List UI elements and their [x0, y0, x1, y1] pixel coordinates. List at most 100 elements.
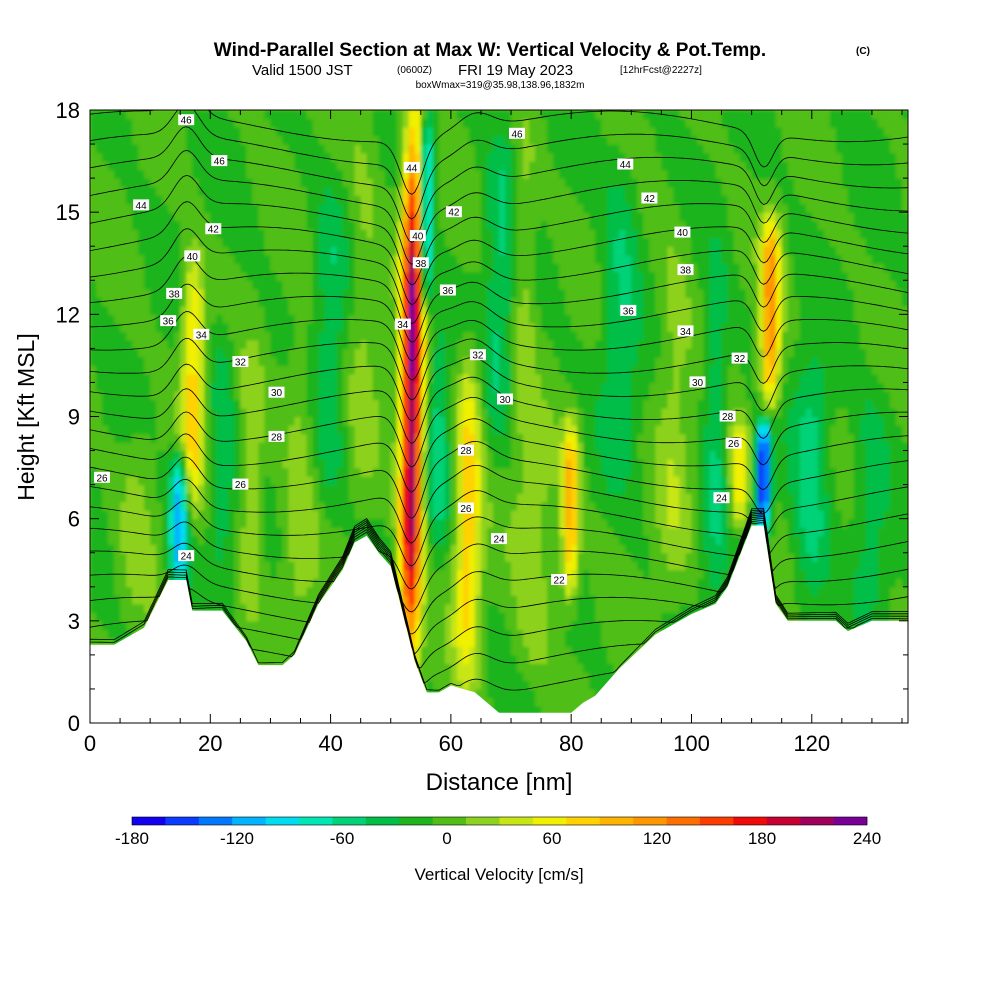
- velocity-cell: [282, 467, 290, 673]
- velocity-cell: [342, 425, 350, 537]
- velocity-cell: [300, 186, 308, 435]
- contour-label: 26: [94, 471, 110, 484]
- velocity-cell: [120, 186, 127, 332]
- velocity-cell: [565, 561, 572, 579]
- velocity-cell: [306, 476, 314, 588]
- velocity-cell: [763, 246, 771, 281]
- velocity-cell: [144, 510, 151, 613]
- velocity-cell: [192, 501, 199, 520]
- velocity-cell: [414, 552, 422, 579]
- velocity-cell: [763, 425, 771, 435]
- velocity-cell: [625, 110, 632, 162]
- velocity-cell: [511, 144, 518, 298]
- velocity-cell: [474, 271, 482, 358]
- velocity-cell: [102, 425, 109, 511]
- velocity-cell: [162, 339, 169, 452]
- contour-label-text: 30: [271, 388, 283, 399]
- velocity-cell: [324, 110, 332, 154]
- velocity-cell: [210, 322, 217, 384]
- chart-title-suffix: (C): [856, 46, 870, 57]
- velocity-cell: [781, 518, 789, 622]
- contour-label-bg: [394, 318, 411, 330]
- velocity-cell: [240, 603, 247, 647]
- velocity-cell: [108, 169, 115, 315]
- contour-label-text: 30: [499, 395, 511, 406]
- velocity-cell: [721, 476, 729, 571]
- velocity-cell: [619, 544, 626, 673]
- velocity-cell: [168, 476, 175, 511]
- velocity-cell: [126, 586, 133, 630]
- velocity-cell: [769, 229, 777, 239]
- velocity-cell: [793, 297, 801, 341]
- velocity-cell: [486, 450, 494, 503]
- velocity-cell: [90, 612, 97, 656]
- velocity-cell: [817, 586, 825, 622]
- velocity-cell: [763, 356, 771, 384]
- contour-label: 26: [232, 478, 249, 491]
- velocity-cell: [354, 518, 362, 545]
- contour-label-text: 28: [460, 446, 472, 457]
- velocity-cell: [408, 127, 416, 145]
- velocity-cell: [288, 425, 296, 562]
- velocity-cell: [691, 263, 699, 605]
- velocity-cell: [811, 356, 819, 418]
- velocity-cell: [523, 288, 530, 647]
- velocity-cell: [450, 612, 458, 647]
- velocity-cell: [444, 603, 452, 665]
- velocity-cell: [703, 552, 711, 613]
- velocity-cell: [186, 271, 193, 315]
- velocity-cell: [559, 178, 566, 290]
- velocity-cell: [378, 518, 386, 562]
- velocity-cell: [228, 254, 235, 341]
- velocity-cell: [643, 399, 650, 537]
- velocity-cell: [553, 425, 560, 486]
- velocity-cell: [444, 110, 452, 247]
- velocity-cell: [775, 110, 783, 128]
- velocity-cell: [306, 110, 314, 120]
- velocity-cell: [222, 356, 229, 537]
- velocity-cell: [474, 382, 482, 418]
- colorbar-tick-label: 240: [853, 829, 881, 848]
- velocity-cell: [420, 127, 428, 145]
- contour-label: 46: [509, 127, 525, 140]
- velocity-cell: [541, 118, 548, 222]
- contour-label: 30: [689, 376, 706, 389]
- velocity-cell: [565, 459, 572, 528]
- velocity-cell: [468, 544, 476, 647]
- velocity-cell: [288, 561, 296, 665]
- velocity-cell: [234, 399, 241, 511]
- velocity-cell: [859, 110, 867, 239]
- velocity-cell: [114, 595, 121, 647]
- velocity-cell: [499, 135, 506, 171]
- velocity-cell: [781, 331, 789, 384]
- velocity-cell: [763, 518, 771, 528]
- velocity-cell: [541, 578, 548, 664]
- velocity-cell: [745, 305, 753, 401]
- velocity-cell: [486, 280, 494, 418]
- velocity-cell: [649, 382, 656, 647]
- velocity-cell: [162, 450, 169, 571]
- velocity-cell: [709, 356, 717, 367]
- velocity-cell: [661, 169, 669, 409]
- velocity-cell: [462, 373, 470, 401]
- velocity-cell: [829, 246, 837, 426]
- velocity-cell: [787, 407, 795, 494]
- velocity-cell: [889, 407, 897, 588]
- contour-label-text: 34: [397, 320, 409, 331]
- velocity-cell: [354, 195, 362, 349]
- velocity-cell: [486, 416, 494, 452]
- velocity-cell: [589, 501, 596, 596]
- velocity-cell: [589, 595, 596, 690]
- velocity-cell: [228, 399, 235, 486]
- velocity-cell: [859, 348, 867, 418]
- velocity-field: [90, 110, 908, 723]
- subtitle-date: FRI 19 May 2023: [458, 62, 573, 79]
- velocity-cell: [895, 288, 903, 426]
- colorbar-swatch: [198, 817, 233, 825]
- velocity-cell: [468, 399, 476, 435]
- velocity-cell: [180, 484, 187, 511]
- velocity-cell: [300, 433, 308, 596]
- velocity-cell: [312, 467, 320, 511]
- velocity-cell: [679, 569, 687, 605]
